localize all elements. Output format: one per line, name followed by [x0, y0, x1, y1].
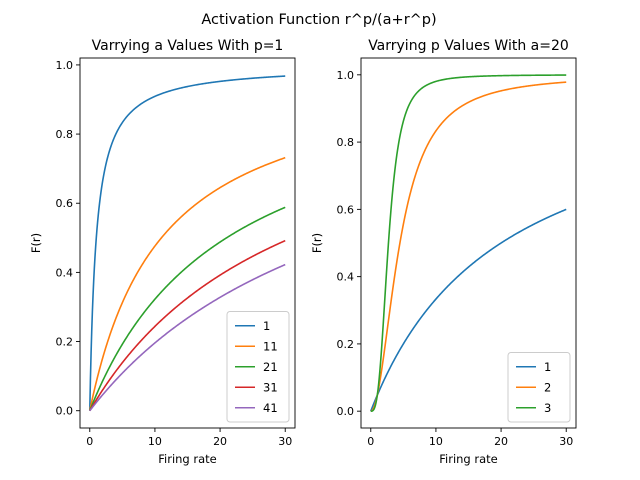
y-axis-label: F(r) [29, 233, 43, 253]
y-tick-label: 0.0 [337, 405, 355, 418]
plot-frame [360, 57, 577, 429]
legend-label-11: 11 [263, 339, 278, 353]
legend-label-41: 41 [263, 401, 278, 415]
y-tick-label: 0.4 [337, 271, 355, 284]
x-tick-label: 30 [278, 435, 292, 448]
chart-2: Varrying p Values With a=20 0 10 20 30 0.0 0.2… [310, 38, 577, 466]
y-tick-label: 0.2 [337, 338, 355, 351]
series-line-1 [88, 75, 286, 411]
legend-label-1: 1 [263, 319, 270, 333]
x-tick-label: 20 [494, 435, 508, 448]
plot-frame [79, 57, 296, 429]
x-tick-label: 20 [213, 435, 227, 448]
legend-label-1: 1 [544, 360, 551, 374]
chart-title: Varrying a Values With p=1 [92, 38, 284, 54]
legend-label-2: 2 [544, 380, 551, 394]
y-tick-label: 0.8 [56, 128, 74, 141]
legend-box [507, 352, 571, 423]
series-line-3 [370, 74, 567, 412]
legend: 1 2 3 [507, 352, 571, 423]
y-tick-label: 0.6 [337, 203, 355, 216]
legend-label-21: 21 [263, 360, 278, 374]
legend-label-31: 31 [263, 380, 278, 394]
y-tick-label: 0.2 [56, 336, 74, 349]
legend-label-3: 3 [544, 401, 551, 415]
y-tick-label: 0.8 [337, 136, 355, 149]
legend-box [226, 311, 290, 423]
y-tick-label: 0.6 [56, 197, 74, 210]
y-tick-label: 1.0 [56, 59, 74, 72]
chart-title: Varrying p Values With a=20 [368, 38, 569, 54]
x-axis-label: Firing rate [158, 452, 217, 466]
x-tick-label: 0 [86, 435, 93, 448]
x-tick-label: 30 [559, 435, 573, 448]
x-axis-label: Firing rate [439, 452, 498, 466]
figure-suptitle: Activation Function r^p/(a+r^p) [201, 12, 436, 28]
y-tick-label: 0.4 [56, 266, 74, 279]
x-tick-label: 10 [148, 435, 162, 448]
series-line-1 [370, 208, 567, 412]
y-tick-label: 1.0 [337, 69, 355, 82]
y-tick-label: 0.0 [56, 405, 74, 418]
y-axis-label: F(r) [310, 233, 324, 253]
x-tick-label: 0 [367, 435, 374, 448]
series-line-31 [89, 239, 286, 412]
series-line-2 [370, 81, 567, 412]
series-line-41 [89, 263, 286, 412]
series-line-21 [89, 206, 286, 412]
series-line-11 [88, 156, 286, 411]
x-tick-label: 10 [429, 435, 443, 448]
chart-1: Varrying a Values With p=1 0 10 20 30 0.0 0.2 0… [29, 38, 296, 466]
